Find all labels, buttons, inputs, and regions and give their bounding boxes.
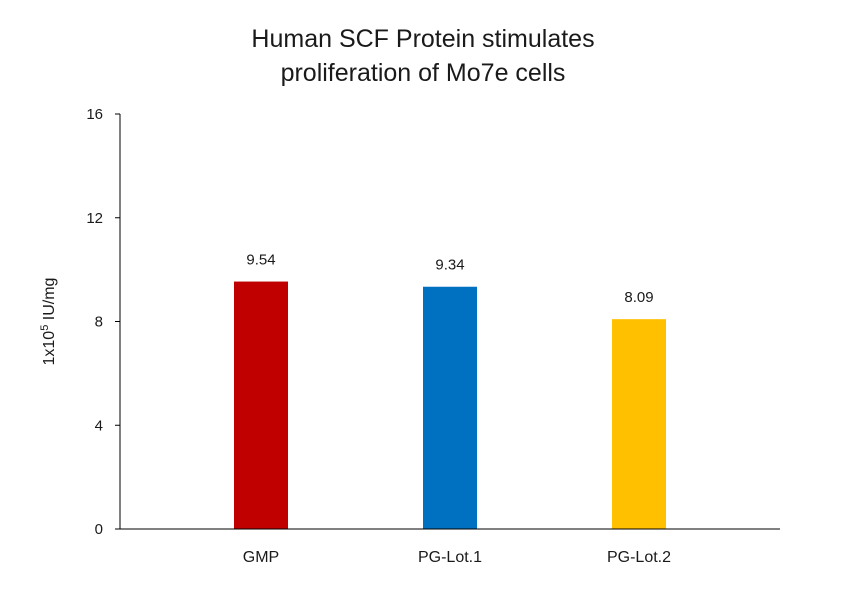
bar-labels: 9.54 GMP 9.34 PG-Lot.1 8.09 PG-Lot.2 — [243, 252, 671, 566]
y-tick-label-0: 0 — [95, 521, 103, 538]
y-axis-title-superscript: 5 — [39, 325, 51, 331]
data-label-gmp: 9.54 — [246, 252, 275, 269]
bar-gmp — [234, 281, 288, 529]
data-label-pg-lot-1: 9.34 — [435, 257, 464, 274]
chart-title: Human SCF Protein stimulates proliferati… — [0, 22, 846, 90]
category-label-gmp: GMP — [243, 549, 279, 566]
category-label-pg-lot-2: PG-Lot.2 — [607, 549, 671, 566]
bar-pg-lot-2 — [612, 319, 666, 529]
y-tick-label-16: 16 — [86, 106, 103, 123]
y-axis-title-unit: IU/mg — [41, 278, 58, 325]
bar-pg-lot-1 — [423, 286, 477, 529]
data-label-pg-lot-2: 8.09 — [624, 289, 653, 306]
bars — [234, 281, 666, 529]
y-axis-title: 1x105 IU/mg — [39, 278, 58, 366]
y-tick-label-12: 12 — [86, 210, 103, 227]
y-axis-ticks: 0 4 8 12 16 — [86, 106, 120, 538]
chart-title-line-1: Human SCF Protein stimulates — [251, 25, 595, 53]
category-label-pg-lot-1: PG-Lot.1 — [418, 549, 482, 566]
y-axis-title-base: 1x10 — [41, 331, 58, 366]
y-tick-label-8: 8 — [95, 314, 103, 331]
y-tick-label-4: 4 — [95, 417, 103, 434]
chart-title-line-2: proliferation of Mo7e cells — [280, 59, 566, 87]
